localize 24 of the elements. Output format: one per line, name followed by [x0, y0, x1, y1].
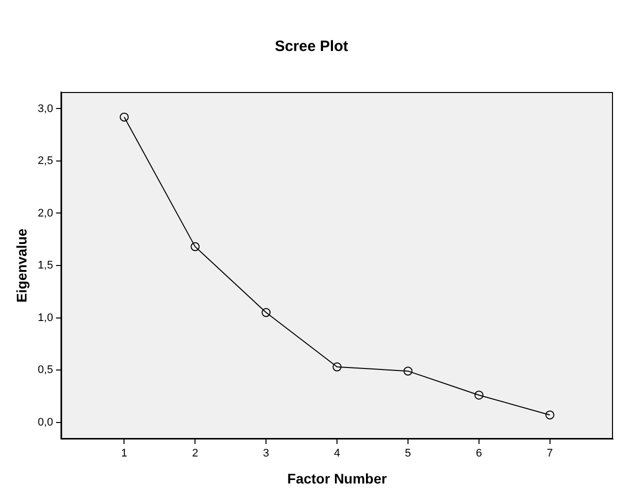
- point: [332, 362, 342, 372]
- y-tick-label: 2,5: [38, 155, 54, 168]
- x-tick-label: 7: [546, 448, 553, 460]
- y-tick-label: 1,5: [38, 260, 54, 272]
- y-axis-title: Eigenvalue: [13, 228, 30, 302]
- x-tick-label: 1: [121, 448, 128, 460]
- point: [474, 390, 484, 400]
- y-tick-label: 3,0: [38, 102, 54, 115]
- y-tick-label: 0,0: [38, 416, 54, 428]
- point: [262, 308, 271, 318]
- point: [545, 410, 554, 420]
- x-tick-label: 5: [404, 448, 412, 460]
- x-axis-title: Factor Number: [287, 470, 388, 486]
- x-tick-label: 3: [263, 448, 270, 460]
- point: [190, 242, 200, 252]
- y-tick-label: 1,0: [38, 312, 54, 324]
- x-tick-label: 6: [476, 448, 482, 460]
- y-tick-label: 0,5: [38, 364, 54, 376]
- x-tick-label: 4: [334, 448, 340, 460]
- chart-title: Scree Plot: [274, 38, 348, 56]
- point: [403, 366, 412, 376]
- point: [120, 112, 129, 122]
- y-tick-label: 2,0: [38, 207, 54, 220]
- x-tick-label: 2: [192, 448, 198, 460]
